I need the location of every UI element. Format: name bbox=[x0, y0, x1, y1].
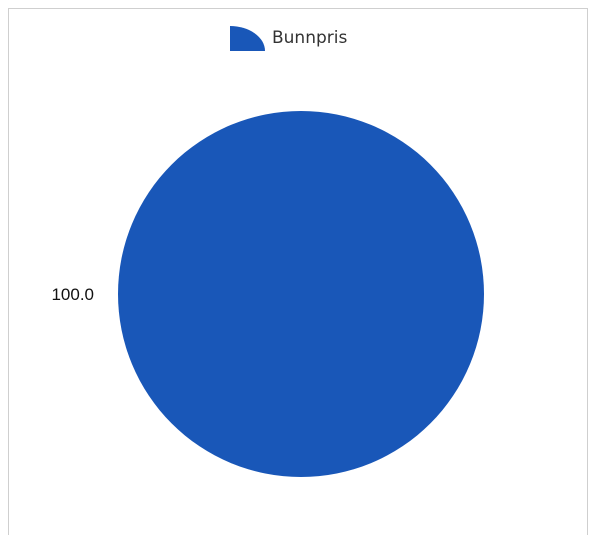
data-label: 100.0 bbox=[51, 285, 94, 304]
legend-swatch-icon bbox=[230, 26, 265, 51]
legend-label: Bunnpris bbox=[272, 27, 348, 48]
legend[interactable]: Bunnpris bbox=[228, 24, 347, 52]
pie-slice-bunnpris[interactable] bbox=[118, 111, 484, 477]
